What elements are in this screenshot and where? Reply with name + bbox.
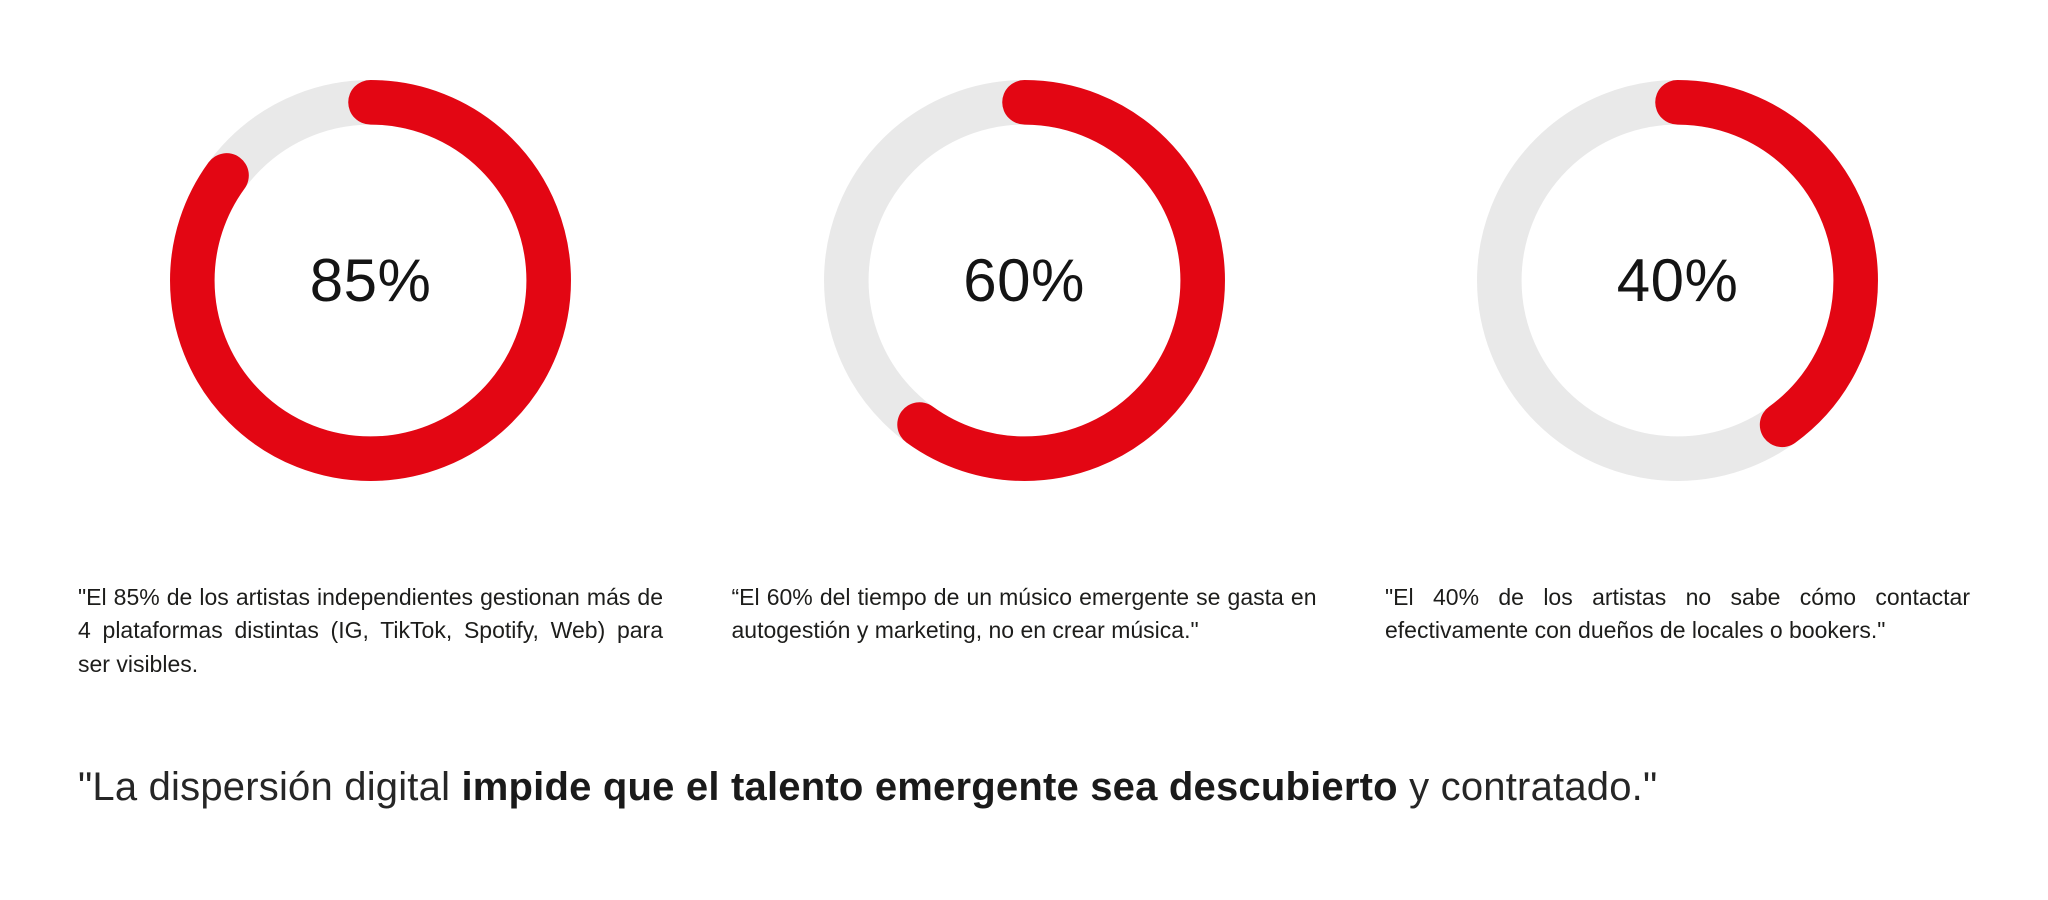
stat-card-85: 85% "El 85% de los artistas independient… — [78, 78, 663, 681]
donut-percentage-label: 85% — [309, 247, 432, 314]
donut-progress-arc — [170, 80, 571, 481]
quote: "La dispersión digital impide que el tal… — [78, 765, 2048, 810]
donut-percentage-label: 40% — [1616, 247, 1739, 314]
stat-card-40: 40% "El 40% de los artistas no sabe cómo… — [1385, 78, 1970, 681]
donut-progress-arc — [823, 80, 1225, 481]
quote-bold: impide que el talento emergente sea desc… — [461, 765, 1398, 810]
donut-chart-40: 40% — [1475, 78, 1880, 483]
stat-description: "El 85% de los artistas independientes g… — [78, 584, 663, 677]
donut-svg — [170, 80, 571, 481]
quote-prefix: "La dispersión digital — [78, 765, 462, 810]
donut-chart-60: 60% — [822, 78, 1227, 483]
stat-card-60: 60% “El 60% del tiempo de un músico emer… — [732, 78, 1317, 681]
stats-row: 85% "El 85% de los artistas independient… — [0, 78, 2048, 681]
donut-progress-arc — [1477, 80, 1878, 481]
donut-chart-85: 85% — [168, 78, 573, 483]
donut-svg — [1477, 80, 1878, 481]
donut-percentage-label: 60% — [963, 247, 1085, 314]
quote-suffix: y contratado." — [1397, 765, 1658, 810]
stat-description: “El 60% del tiempo de un músico emergent… — [731, 584, 1317, 644]
donut-svg — [823, 80, 1225, 481]
stat-description: "El 40% de los artistas no sabe cómo con… — [1385, 584, 1970, 644]
